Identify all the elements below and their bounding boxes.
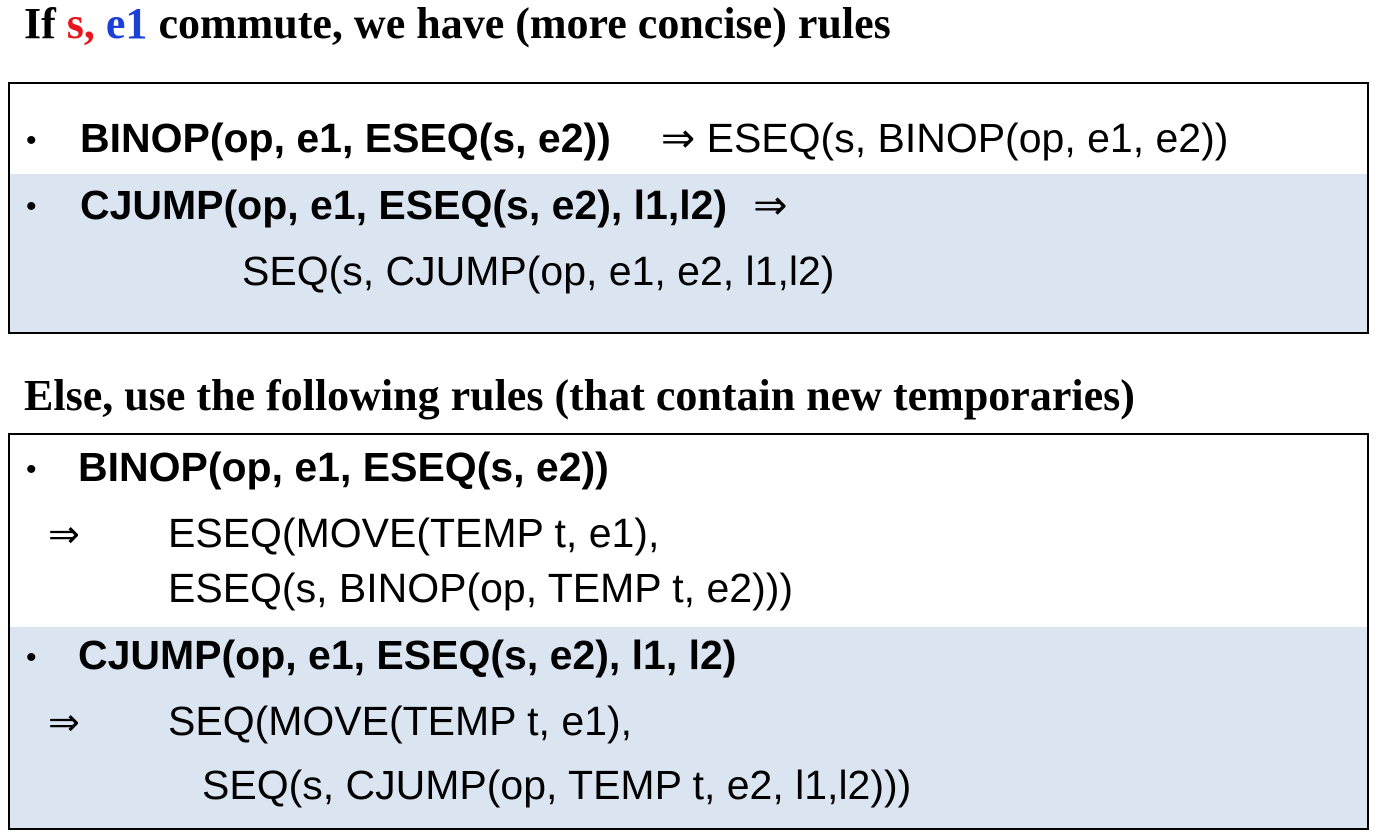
var-s-label: s, xyxy=(66,0,95,48)
bullet: • xyxy=(26,641,37,674)
binop-temp-rule-lhs: BINOP(op, e1, ESEQ(s, e2)) xyxy=(78,444,609,490)
implies-arrow-icon: ⇒ xyxy=(48,512,80,556)
temporaries-rules-box: • BINOP(op, e1, ESEQ(s, e2)) ⇒ ESEQ(MOVE… xyxy=(8,433,1369,830)
cjump-temp-rule-rhs-line2: SEQ(s, CJUMP(op, TEMP t, e2, l1,l2))) xyxy=(202,762,912,808)
binop-rule-lhs: BINOP(op, e1, ESEQ(s, e2)) xyxy=(80,115,611,161)
cjump-rule-rhs: SEQ(s, CJUMP(op, e1, e2, l1,l2) xyxy=(242,248,835,294)
bullet: • xyxy=(26,453,37,486)
concise-rules-box: • BINOP(op, e1, ESEQ(s, e2)) ⇒ ESEQ(s, BI… xyxy=(8,82,1369,334)
binop-rule: BINOP(op, e1, ESEQ(s, e2)) ⇒ ESEQ(s, BINO… xyxy=(80,118,1228,159)
cjump-rule-lhs: CJUMP(op, e1, ESEQ(s, e2), l1,l2) xyxy=(80,182,728,228)
binop-temp-rule-rhs-line2: ESEQ(s, BINOP(op, TEMP t, e2))) xyxy=(168,565,794,611)
commute-heading: If s, e1 commute, we have (more concise)… xyxy=(24,2,891,46)
binop-temp-rule-rhs-line1: ESEQ(MOVE(TEMP t, e1), xyxy=(168,510,660,556)
heading-space xyxy=(95,0,106,48)
cjump-rule-highlight xyxy=(10,627,1367,828)
heading-suffix: commute, we have (more concise) rules xyxy=(147,0,891,48)
cjump-rule-highlight xyxy=(10,174,1367,332)
bullet: • xyxy=(26,190,37,223)
implies-arrow-icon: ⇒ xyxy=(660,114,696,162)
implies-arrow-icon: ⇒ xyxy=(48,700,80,744)
implies-arrow-icon: ⇒ xyxy=(753,181,788,229)
cjump-rule: CJUMP(op, e1, ESEQ(s, e2), l1,l2) ⇒ xyxy=(80,185,787,226)
else-heading: Else, use the following rules (that cont… xyxy=(24,371,1135,420)
var-e1-label: e1 xyxy=(105,0,148,48)
heading-prefix: If xyxy=(24,0,67,48)
binop-rule-rhs: ESEQ(s, BINOP(op, e1, e2)) xyxy=(706,115,1229,161)
cjump-temp-rule-rhs-line1: SEQ(MOVE(TEMP t, e1), xyxy=(168,698,632,744)
bullet: • xyxy=(26,124,37,157)
cjump-temp-rule-lhs: CJUMP(op, e1, ESEQ(s, e2), l1, l2) xyxy=(78,632,737,678)
